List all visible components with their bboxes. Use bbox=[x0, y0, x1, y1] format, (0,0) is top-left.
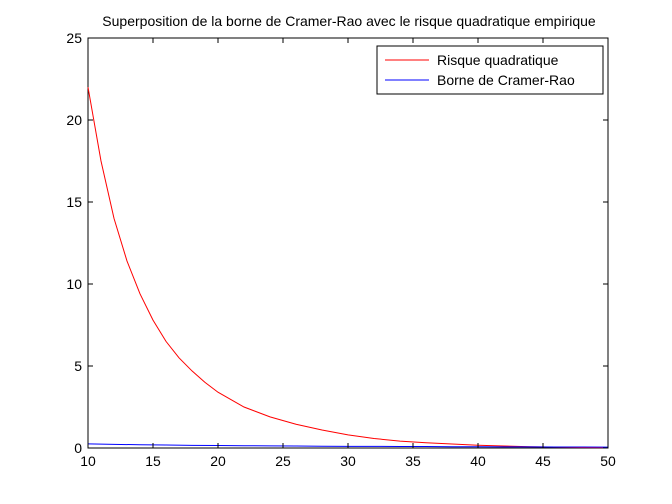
x-tick-label: 30 bbox=[340, 453, 356, 469]
legend: Risque quadratique Borne de Cramer-Rao bbox=[376, 45, 604, 95]
y-tick-label: 15 bbox=[66, 194, 82, 210]
x-tick-label: 10 bbox=[80, 453, 96, 469]
x-tick-label: 35 bbox=[405, 453, 421, 469]
y-tick-label: 20 bbox=[66, 112, 82, 128]
x-tick-label: 40 bbox=[470, 453, 486, 469]
x-tick-label: 50 bbox=[600, 453, 616, 469]
legend-box bbox=[376, 45, 604, 95]
x-tick-label: 20 bbox=[210, 453, 226, 469]
y-tick-label: 0 bbox=[74, 440, 82, 456]
series-line-1 bbox=[87, 87, 609, 449]
plot-area bbox=[87, 37, 609, 449]
y-tick-label: 5 bbox=[74, 358, 82, 374]
legend-label-2: Borne de Cramer-Rao bbox=[437, 72, 575, 88]
chart-title: Superposition de la borne de Cramer-Rao … bbox=[102, 13, 596, 29]
x-tick-label: 45 bbox=[535, 453, 551, 469]
legend-label-1: Risque quadratique bbox=[437, 52, 559, 68]
y-tick-label: 25 bbox=[66, 30, 82, 46]
y-tick-label: 10 bbox=[66, 276, 82, 292]
x-tick-label: 15 bbox=[145, 453, 161, 469]
axes-layer: 10 15 20 25 30 35 40 45 50 0 5 10 15 20 25 bbox=[66, 30, 616, 469]
x-tick-label: 25 bbox=[275, 453, 291, 469]
axes-box bbox=[87, 37, 609, 449]
